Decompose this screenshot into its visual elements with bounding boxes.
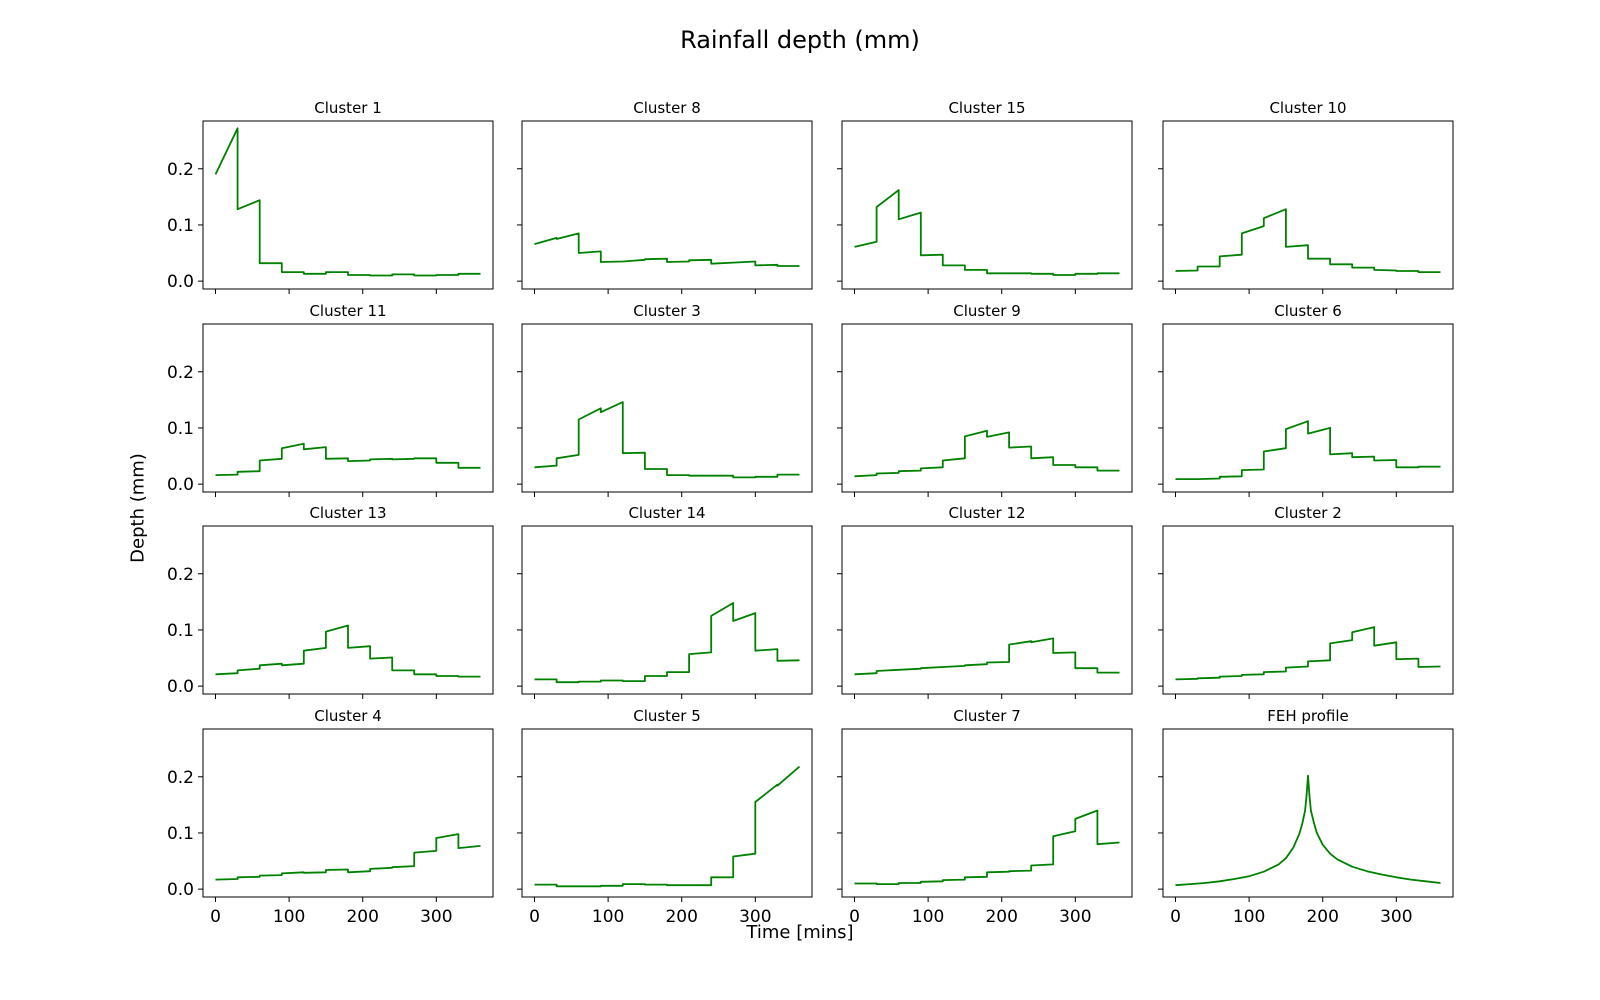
panel-title: Cluster 5: [633, 707, 701, 725]
x-tick-label: 200: [665, 907, 697, 927]
x-tick-label: 100: [912, 907, 944, 927]
panel-frame: [202, 728, 494, 898]
x-tick-label: 300: [1380, 907, 1412, 927]
panel-title: Cluster 8: [633, 99, 701, 117]
y-tick-label: 0.0: [167, 880, 194, 900]
series-line: [534, 232, 800, 267]
x-tick-label: 300: [739, 907, 771, 927]
panel-frame: [1162, 120, 1454, 290]
y-tick-label: 0.1: [167, 824, 194, 844]
panel-title: Cluster 3: [633, 302, 701, 320]
figure-title: Rainfall depth (mm): [680, 26, 920, 54]
panel-title: Cluster 4: [314, 707, 382, 725]
y-tick-label: 0.0: [167, 475, 194, 495]
panel-frame: [202, 525, 494, 695]
y-tick-label: 0.1: [167, 621, 194, 641]
series-line: [854, 637, 1120, 676]
panel-title: Cluster 14: [628, 504, 705, 522]
series-line: [854, 809, 1120, 885]
panel-frame: [1162, 728, 1454, 898]
y-tick-label: 0.2: [167, 363, 194, 383]
panel-title: Cluster 1: [314, 99, 382, 117]
series-line: [854, 429, 1120, 478]
x-tick-label: 300: [420, 907, 452, 927]
x-tick-label: 0: [849, 907, 860, 927]
panel-title: Cluster 7: [953, 707, 1021, 725]
series-line: [1175, 208, 1441, 274]
panel-frame: [1162, 525, 1454, 695]
series-line: [214, 127, 481, 277]
panel-frame: [202, 120, 494, 290]
y-tick-label: 0.0: [167, 272, 194, 292]
panel-frame: [841, 525, 1133, 695]
panel-title: Cluster 6: [1274, 302, 1342, 320]
y-axis-label: Depth (mm): [127, 453, 149, 563]
x-tick-label: 300: [1059, 907, 1091, 927]
x-tick-label: 100: [273, 907, 305, 927]
x-tick-label: 200: [985, 907, 1017, 927]
panel-title: Cluster 9: [953, 302, 1021, 320]
panel-frame: [202, 323, 494, 493]
x-tick-label: 200: [346, 907, 378, 927]
panel-frame: [1162, 323, 1454, 493]
series-line: [534, 602, 800, 684]
series-line: [534, 765, 801, 888]
x-tick-label: 0: [210, 907, 221, 927]
panel-title: FEH profile: [1267, 707, 1349, 725]
x-tick-label: 0: [1170, 907, 1181, 927]
panel-frame: [841, 728, 1133, 898]
panel-title: Cluster 13: [309, 504, 386, 522]
series-line: [1175, 420, 1441, 481]
y-tick-label: 0.2: [167, 565, 194, 585]
panel-title: Cluster 12: [948, 504, 1025, 522]
x-axis-label: Time [mins]: [746, 922, 854, 943]
panel-frame: [521, 525, 813, 695]
panel-frame: [521, 120, 813, 290]
panel-title: Cluster 11: [309, 302, 386, 320]
x-tick-label: 200: [1306, 907, 1338, 927]
panel-frame: [841, 120, 1133, 290]
panel-title: Cluster 10: [1269, 99, 1346, 117]
series-line: [215, 624, 481, 678]
series-line: [1175, 774, 1441, 887]
panel-frame: [841, 323, 1133, 493]
series-line: [215, 442, 481, 476]
series-line: [1175, 626, 1441, 681]
y-tick-label: 0.1: [167, 216, 194, 236]
x-tick-label: 0: [529, 907, 540, 927]
y-tick-label: 0.0: [167, 677, 194, 697]
y-tick-label: 0.2: [167, 160, 194, 180]
panel-frame: [521, 323, 813, 493]
series-line: [534, 401, 800, 479]
series-line: [854, 189, 1120, 276]
series-line: [215, 833, 481, 881]
x-tick-label: 100: [592, 907, 624, 927]
panel-title: Cluster 2: [1274, 504, 1342, 522]
y-tick-label: 0.1: [167, 419, 194, 439]
panel-title: Cluster 15: [948, 99, 1025, 117]
panel-frame: [521, 728, 813, 898]
x-tick-label: 100: [1233, 907, 1265, 927]
y-tick-label: 0.2: [167, 768, 194, 788]
